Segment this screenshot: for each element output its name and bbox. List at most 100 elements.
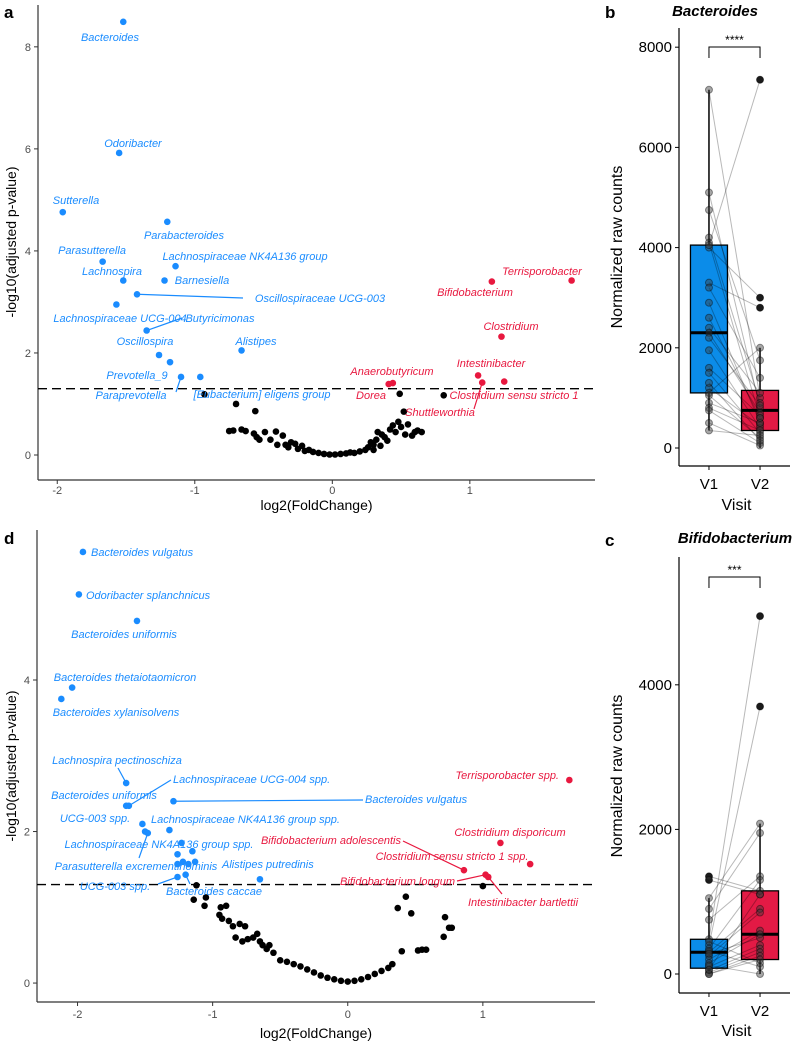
nonsignificant-point	[201, 902, 208, 910]
sample-point-v2	[756, 403, 765, 412]
paired-line	[708, 350, 761, 429]
significant-point-down	[163, 218, 171, 226]
x-tick-label: 1	[467, 485, 473, 497]
nonsignificant-point	[242, 427, 249, 435]
significance-stars: ***	[727, 563, 741, 577]
sample-point-v2	[756, 388, 765, 397]
y-tick-label: 4	[24, 675, 30, 687]
paired-line	[708, 395, 761, 439]
nonsignificant-point	[217, 903, 225, 911]
significance-bracket	[708, 576, 761, 588]
outlier-point	[705, 872, 713, 880]
nonsignificant-point	[303, 966, 311, 973]
sample-point-v2	[756, 872, 765, 881]
nonsignificant-point	[202, 894, 210, 901]
x-tick-label: -2	[52, 485, 62, 497]
nonsignificant-point	[378, 967, 385, 975]
sample-point-v2	[756, 955, 765, 964]
outlier-point	[756, 702, 764, 711]
nonsignificant-point	[377, 442, 384, 450]
sample-point-v1	[704, 383, 713, 392]
paired-line	[708, 332, 761, 414]
paired-line	[708, 706, 761, 946]
paired-line	[708, 242, 761, 419]
x-axis-title: log2(FoldChange)	[260, 497, 372, 513]
paired-line	[708, 955, 761, 975]
paired-line	[708, 429, 761, 436]
y-axis-title: Normalized raw counts	[609, 166, 626, 329]
sample-point-v2	[756, 436, 765, 445]
paired-line	[708, 209, 761, 361]
sample-point-v2	[756, 373, 765, 382]
significant-point-up	[500, 378, 508, 385]
nonsignificant-point	[407, 910, 415, 917]
y-tick-label: 0	[24, 978, 30, 990]
sample-point-v2	[756, 408, 765, 417]
paired-line	[708, 387, 761, 426]
point-label: Paraprevotella	[96, 390, 167, 402]
paired-line	[708, 407, 761, 431]
label-leader-line	[138, 832, 149, 859]
point-label: Terrisporobacter	[502, 266, 583, 278]
significant-point-down	[155, 351, 163, 359]
sample-point-v1	[704, 959, 713, 968]
nonsignificant-point	[384, 437, 391, 445]
nonsignificant-point	[310, 969, 318, 976]
label-leader-line	[402, 840, 465, 871]
nonsignificant-point	[309, 448, 317, 456]
sample-point-v1	[704, 238, 713, 247]
significant-point-up	[566, 776, 573, 784]
sample-point-v1	[704, 333, 713, 342]
panel-title: Bacteroides	[672, 3, 758, 20]
paired-line	[708, 944, 761, 968]
nonsignificant-point	[256, 436, 263, 443]
nonsignificant-point	[317, 972, 325, 979]
significant-point-down	[122, 779, 130, 787]
nonsignificant-point	[356, 448, 364, 455]
x-tick-label: V1	[700, 1003, 718, 1020]
sample-point-v1	[704, 894, 713, 903]
paired-line	[708, 79, 761, 246]
y-tick-label: 0	[664, 966, 672, 983]
sample-point-v2	[756, 969, 765, 978]
point-label: Lachnospira pectinoschiza	[52, 755, 182, 767]
point-label: Alistipes putredinis	[221, 859, 314, 871]
sample-point-v1	[704, 941, 713, 950]
nonsignificant-point	[229, 427, 237, 434]
outlier-point	[756, 294, 764, 302]
sample-point-v2	[756, 612, 765, 621]
paired-line	[708, 327, 761, 394]
label-leader-line	[146, 317, 183, 332]
sample-point-v1	[704, 951, 713, 960]
nonsignificant-point	[351, 449, 358, 457]
significant-point-down	[79, 548, 87, 556]
sample-point-v1	[704, 398, 713, 407]
panel-letter: b	[605, 3, 615, 22]
significant-point-up	[385, 380, 393, 388]
point-label: Clostridium sensu stricto 1	[450, 390, 579, 402]
sample-point-v1	[704, 283, 713, 292]
point-label: Lachnospiraceae NK4A136 group spp.	[151, 814, 340, 826]
sample-point-v1	[704, 965, 713, 974]
sample-point-v2	[756, 431, 765, 440]
point-label: Parabacteroides	[144, 230, 225, 242]
sample-point-v1	[704, 937, 713, 946]
panel-d: d -2 -1 0 1 0 2 4 log2(FoldChange) -log10(adjuste…	[3, 529, 595, 1041]
significant-point-down	[166, 358, 174, 366]
nonsignificant-point	[397, 423, 405, 431]
nonsignificant-point	[344, 978, 352, 985]
nonsignificant-point	[229, 922, 237, 930]
nonsignificant-point	[441, 913, 449, 921]
point-label: Clostridium	[483, 321, 538, 333]
sample-point-v1	[704, 872, 713, 881]
point-label: Alistipes	[235, 336, 277, 348]
x-tick-label: V1	[700, 476, 718, 493]
significant-point-down	[133, 617, 141, 625]
x-axis-title: Visit	[722, 1023, 752, 1040]
nonsignificant-point	[394, 904, 402, 912]
sample-point-v2	[756, 423, 765, 432]
nonsignificant-point	[285, 444, 292, 451]
nonsignificant-point	[371, 970, 379, 978]
point-label: Lachnospiraceae NK4A136 group	[162, 251, 327, 263]
label-leader-line	[137, 293, 244, 299]
